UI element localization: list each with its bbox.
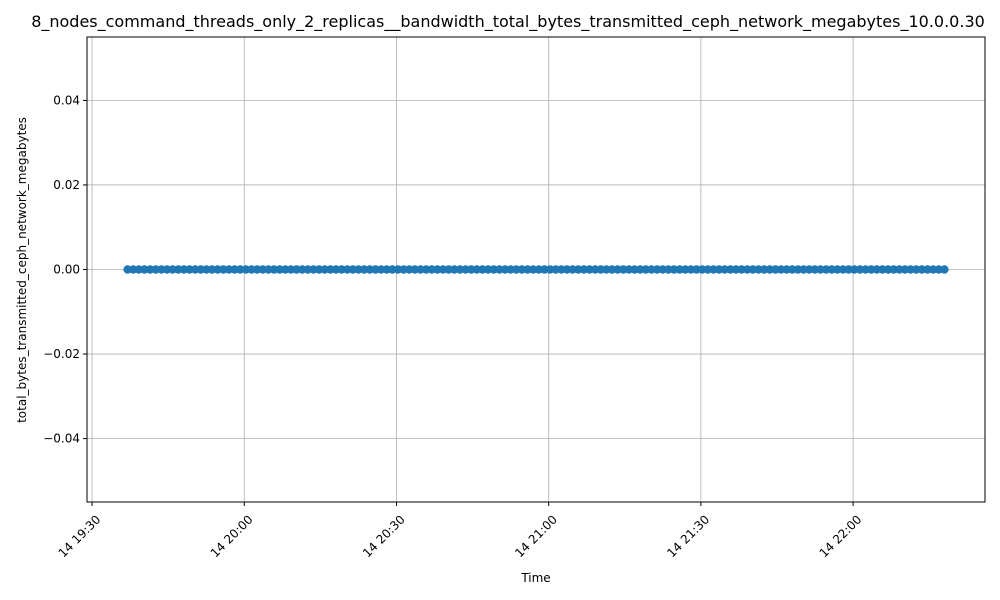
data-series xyxy=(123,265,949,274)
y-tick-label: −0.02 xyxy=(43,347,80,361)
y-tick-label: 0.00 xyxy=(53,263,80,277)
chart-title: 8_nodes_command_threads_only_2_replicas_… xyxy=(31,12,985,32)
x-tick-label: 14 20:00 xyxy=(208,512,256,560)
x-tick-label: 14 22:00 xyxy=(817,512,865,560)
y-tick-label: 0.04 xyxy=(53,93,80,107)
x-tick-label: 14 21:30 xyxy=(664,512,712,560)
x-tick-label: 14 19:30 xyxy=(56,512,104,560)
y-tick-label: −0.04 xyxy=(43,432,80,446)
y-axis-ticks: −0.04 −0.02 0.00 0.02 0.04 xyxy=(43,93,87,446)
x-tick-label: 14 20:30 xyxy=(360,512,408,560)
y-axis-label: total_bytes_transmitted_ceph_network_meg… xyxy=(15,117,29,423)
x-tick-label: 14 21:00 xyxy=(512,512,560,560)
y-tick-label: 0.02 xyxy=(53,178,80,192)
x-axis-ticks: 14 19:30 14 20:00 14 20:30 14 21:00 14 21:30… xyxy=(56,502,865,560)
data-point xyxy=(940,265,949,274)
x-axis-label: Time xyxy=(520,571,550,585)
